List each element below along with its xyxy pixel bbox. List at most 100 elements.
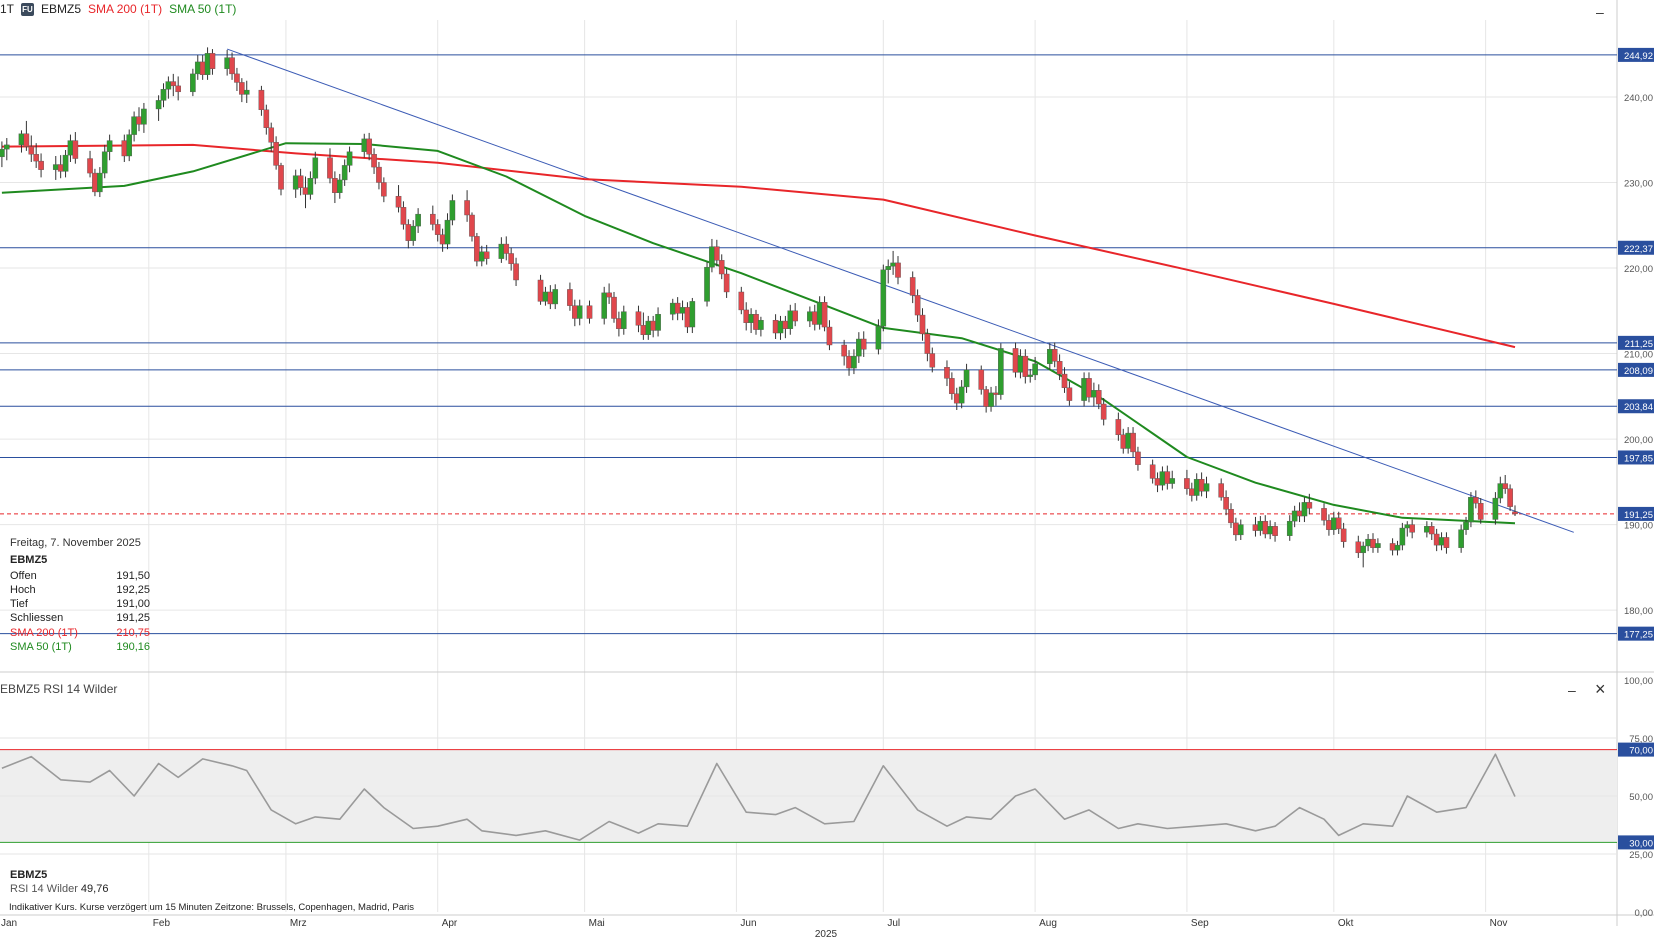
level-label-box xyxy=(1618,450,1654,465)
candle xyxy=(361,133,368,158)
candle-body xyxy=(224,57,230,69)
candle xyxy=(1051,342,1058,368)
candle xyxy=(1149,459,1156,484)
rsi-info-panel: EBMZ5 RSI 14 Wilder 49,76 xyxy=(10,868,108,896)
info-row: Schliessen 191,25 xyxy=(10,611,150,625)
candle-body xyxy=(611,296,617,319)
candle-body xyxy=(449,200,456,221)
candle-body xyxy=(841,344,847,357)
candle xyxy=(998,343,1004,400)
candle-body xyxy=(669,302,676,315)
candle-body xyxy=(194,61,201,75)
minimize-main-button[interactable]: – xyxy=(1596,4,1604,20)
candle-body xyxy=(155,100,162,110)
candle xyxy=(1100,398,1107,426)
level-label: 197,85 xyxy=(1624,453,1653,464)
candle-body xyxy=(1154,478,1161,486)
candle-body xyxy=(919,314,926,335)
rsi-header-label: EBMZ5 RSI 14 Wilder xyxy=(0,682,118,696)
candle xyxy=(395,185,402,213)
candle xyxy=(679,300,686,321)
candle-body xyxy=(1252,524,1259,531)
candle xyxy=(376,161,382,190)
candle xyxy=(141,102,147,133)
candle xyxy=(165,76,172,99)
candle xyxy=(572,299,578,327)
candle-body xyxy=(1326,520,1332,530)
candle-body xyxy=(650,320,656,331)
candle xyxy=(1115,412,1122,441)
candle-body xyxy=(875,325,882,350)
candle xyxy=(983,386,989,413)
x-tick-label: Mai xyxy=(589,918,605,929)
close-rsi-button[interactable]: × xyxy=(1595,679,1606,699)
candle xyxy=(1135,446,1141,471)
candle-body xyxy=(684,307,691,328)
candle-body xyxy=(1424,526,1430,533)
candle xyxy=(949,372,955,400)
x-tick-label: Apr xyxy=(442,918,458,929)
candle xyxy=(1189,482,1195,502)
candle-body xyxy=(199,61,206,75)
candle-body xyxy=(263,109,270,128)
sma50-legend[interactable]: SMA 50 (1T) xyxy=(169,2,237,16)
candle xyxy=(1306,493,1313,515)
info-value: 191,25 xyxy=(116,612,150,625)
candle xyxy=(346,146,353,173)
rsi-header: EBMZ5 RSI 14 Wilder xyxy=(0,682,117,696)
y-tick-label: 230,00 xyxy=(1624,179,1653,190)
x-tick-label: Nov xyxy=(1490,918,1508,929)
candle xyxy=(204,47,211,80)
rsi-y-tick-label: 50,00 xyxy=(1629,792,1653,803)
candle xyxy=(738,286,745,315)
candle-body xyxy=(67,140,74,156)
candle xyxy=(336,173,343,199)
candle xyxy=(811,304,818,331)
candle-body xyxy=(366,138,372,155)
candle-body xyxy=(807,311,813,322)
candle-body xyxy=(0,148,5,158)
candle xyxy=(3,138,10,161)
candle xyxy=(1370,533,1376,553)
candle-body xyxy=(136,116,142,125)
candle-body xyxy=(72,140,79,159)
period-label: 1T xyxy=(0,2,15,16)
candle-body xyxy=(567,289,573,306)
candle-body xyxy=(1394,544,1401,551)
candle xyxy=(327,148,333,184)
candle-body xyxy=(1218,483,1224,498)
candle xyxy=(601,286,607,325)
y-tick-label: 190,00 xyxy=(1624,521,1653,532)
candle xyxy=(62,150,69,178)
candle xyxy=(777,315,784,340)
candle xyxy=(1164,465,1171,490)
candle xyxy=(1095,384,1102,410)
candle xyxy=(268,122,275,152)
candle-body xyxy=(434,224,441,235)
candle-body xyxy=(787,310,794,329)
candle-body xyxy=(1375,543,1381,548)
current-price-box xyxy=(1618,506,1654,521)
candle-body xyxy=(620,311,627,329)
info-label: Schliessen xyxy=(10,612,64,625)
sma200-legend[interactable]: SMA 200 (1T) xyxy=(88,2,163,16)
y-tick-label: 220,00 xyxy=(1624,264,1653,275)
candle-body xyxy=(28,146,35,155)
minimize-rsi-button[interactable]: – xyxy=(1568,682,1576,698)
candle xyxy=(655,307,661,337)
info-value: 191,50 xyxy=(116,569,150,582)
candle xyxy=(1056,354,1063,381)
candle-body xyxy=(993,392,999,395)
candle xyxy=(67,134,74,162)
candle-body xyxy=(704,266,710,302)
candle-body xyxy=(758,319,764,330)
candle-body xyxy=(856,338,862,357)
candle xyxy=(234,67,240,91)
candle-body xyxy=(400,207,407,225)
level-label-box xyxy=(1618,399,1654,414)
candle xyxy=(909,271,916,304)
candle-body xyxy=(478,251,485,262)
candle xyxy=(841,339,847,366)
candle xyxy=(1086,372,1092,403)
